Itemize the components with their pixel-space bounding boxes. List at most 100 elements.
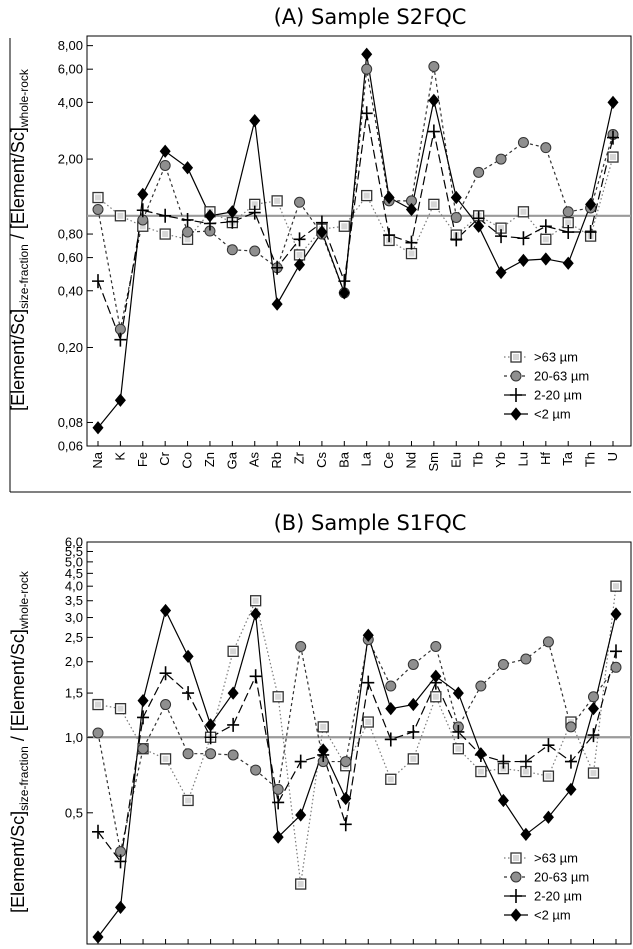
panel-b-series-2to20-point bbox=[519, 754, 532, 769]
panel-b-series-gt63-point-fill bbox=[432, 693, 439, 700]
panel-b-title: (B) Sample S1FQC bbox=[274, 511, 467, 535]
panel-a-series-2to20-point bbox=[181, 212, 194, 227]
panel-b-y-tick-label: 3,5 bbox=[65, 593, 83, 608]
panel-b-series-20to63-point bbox=[160, 699, 172, 711]
panel-a-series-2to20-point bbox=[159, 208, 172, 223]
panel-b-legend-label-20to63: 20-63 µm bbox=[534, 870, 589, 885]
panel-a-series-2to20-point bbox=[517, 231, 530, 246]
panel-b-series-20to63-point bbox=[430, 640, 442, 652]
panel-a-category-label: Zn bbox=[202, 452, 217, 467]
panel-b-legend: >63 µm 20-63 µm 2-20 µm <2 µm bbox=[504, 851, 589, 923]
panel-a-series-gt63-point-fill bbox=[565, 219, 572, 226]
panel-b-series-gt63-point-fill bbox=[162, 755, 169, 762]
panel-a-y-ticks: 0,06 0,08 0,20 0,40 0,60 0,80 2,00 4,00 6,00 8,00 bbox=[58, 38, 93, 454]
panel-b: (B) Sample S1FQC 0,51,01,52,02,53,03,54,… bbox=[8, 511, 632, 945]
panel-a-y-axis-label: [Element/Sc]size-fraction / [Element/Sc]… bbox=[8, 68, 31, 411]
panel-b-y-tick-label: 2,5 bbox=[65, 630, 83, 645]
panel-b-series-20to63-point bbox=[610, 661, 622, 673]
panel-a-series-gt63-point-fill bbox=[139, 223, 146, 230]
panel-a-series-gt63-point-fill bbox=[274, 197, 281, 204]
panel-a-category-label: Cr bbox=[157, 451, 172, 465]
panel-b-x-ticks bbox=[97, 939, 617, 944]
panel-b-legend-marker-20to63 bbox=[510, 871, 522, 883]
panel-a-legend-marker-lt2 bbox=[510, 407, 522, 421]
panel-a-series-2to20-point bbox=[562, 225, 575, 240]
panel-a-series-gt63-point-fill bbox=[542, 236, 549, 243]
panel-a-legend-marker-20to63 bbox=[510, 370, 522, 382]
panel-a-x-ticks: Na K Fe Cr Co Zn Ga As Rb Zr Cs Ba La Ce Nd Sm Eu Tb Yb Lu H… bbox=[90, 441, 620, 472]
panel-b-series-2to20-point bbox=[452, 724, 465, 739]
panel-b-series-20to63-point bbox=[542, 636, 554, 648]
panel-a-y-tick-label: 0,40 bbox=[58, 283, 83, 298]
panel-b-series-gt63-point-fill bbox=[500, 765, 507, 772]
panel-a-y-tick-label: 8,00 bbox=[58, 38, 83, 53]
panel-b-series-20to63-point bbox=[272, 783, 284, 795]
panel-b-legend-label-gt63: >63 µm bbox=[534, 851, 578, 866]
panel-a-series-lt2-point bbox=[540, 252, 552, 266]
panel-b-series-gt63-point-fill bbox=[365, 719, 372, 726]
panel-b-series-lt2-point bbox=[182, 649, 194, 664]
panel-b-series-lt2-point bbox=[92, 930, 104, 944]
panel-a-series-gt63-point-fill bbox=[363, 192, 370, 199]
panel-b-series-20to63-point bbox=[385, 680, 397, 692]
panel-b-series-gt63-point-fill bbox=[387, 776, 394, 783]
panel-b-series-20to63-point bbox=[295, 640, 307, 652]
panel-b-series-20to63-point bbox=[520, 653, 532, 665]
panel-a-category-label: Sm bbox=[426, 452, 441, 472]
panel-a-series-lt2-point bbox=[405, 202, 417, 217]
panel-b-series-gt63-point-fill bbox=[455, 745, 462, 752]
panel-a-category-label: Na bbox=[90, 451, 105, 468]
panel-b-series-lt2-point bbox=[205, 718, 217, 732]
panel-a-category-label: Ba bbox=[336, 451, 351, 468]
panel-b-series-lt2-point bbox=[475, 747, 487, 761]
panel-a-category-label: U bbox=[605, 452, 620, 461]
panel-a-series-lt2-point bbox=[137, 187, 149, 201]
panel-b-series-2to20-line bbox=[97, 651, 617, 863]
panel-b-series-2to20-point bbox=[227, 717, 240, 732]
panel-a-category-label: Nd bbox=[403, 452, 418, 469]
panel-a-category-label: K bbox=[112, 452, 127, 461]
panel-a-category-label: Cs bbox=[314, 452, 329, 468]
panel-b-series-2to20-point bbox=[407, 724, 420, 739]
panel-b-series-lt2-point bbox=[160, 603, 172, 618]
panel-a-series-20to63-line bbox=[97, 66, 614, 330]
panel-a-series-gt63-point-fill bbox=[117, 212, 124, 219]
panel-b-series-20to63-point bbox=[137, 743, 149, 755]
panel-a-series-2to20-point bbox=[539, 219, 552, 234]
panel-b-series-2to20-point bbox=[249, 669, 262, 684]
panel-b-y-tick-label: 1,0 bbox=[65, 730, 83, 745]
panel-b-series-20to63-point bbox=[205, 748, 217, 760]
panel-a-series-lt2-point bbox=[607, 95, 619, 109]
panel-a-legend-marker-gt63-fill bbox=[513, 354, 519, 360]
panel-b-series-2to20-point bbox=[610, 644, 622, 659]
panel-b-series-gt63-point-fill bbox=[613, 583, 619, 590]
panel-b-series-20to63-point bbox=[182, 748, 194, 760]
panel-b-y-tick-label: 6,0 bbox=[65, 535, 83, 550]
panel-b-legend-label-2to20: 2-20 µm bbox=[534, 889, 582, 904]
panel-a-series-2to20-point bbox=[114, 332, 127, 347]
panel-a-series-lt2-point bbox=[585, 197, 597, 211]
panel-a-category-label: Lu bbox=[515, 452, 530, 466]
panel-a-series-2to20-point bbox=[427, 124, 440, 139]
panel-a-series-2to20-point bbox=[450, 232, 463, 247]
panel-b-ylabel-mid: / [Element/Sc] bbox=[8, 629, 28, 746]
panel-b-series-lt2-point bbox=[340, 791, 352, 806]
panel-b-y-tick-label: 3,0 bbox=[65, 610, 83, 625]
panel-a-series-2to20-point bbox=[248, 205, 261, 220]
panel-b-series-lt2-line bbox=[97, 608, 617, 938]
panel-b-series-20to63-point bbox=[407, 658, 419, 670]
panel-b-plot-frame bbox=[86, 541, 632, 945]
panel-b-series-2to20-point bbox=[362, 675, 375, 690]
panel-b-series-lt2-point bbox=[362, 628, 374, 642]
panel-b-series-gt63-point-fill bbox=[252, 597, 259, 604]
panel-a-series-gt63-point-fill bbox=[95, 194, 101, 201]
panel-b-series-lt2-point bbox=[317, 743, 329, 757]
panel-a-legend: >63 µm 20-63 µm 2-20 µm <2 µm bbox=[504, 350, 589, 422]
panel-b-y-ticks: 0,5 1,0 1,5 2,0 2,5 3,0 3,54,04,55,05,56,0 bbox=[65, 535, 93, 820]
panel-a-series-gt63-point-fill bbox=[408, 250, 415, 257]
panel-a-series-2to20-point bbox=[405, 235, 418, 250]
panel-b-series-20to63-point bbox=[340, 756, 352, 768]
panel-a-series-2to20-line bbox=[97, 113, 614, 342]
panel-a-series-gt63-point-fill bbox=[430, 201, 437, 208]
panel-a-plot-frame bbox=[86, 35, 632, 447]
